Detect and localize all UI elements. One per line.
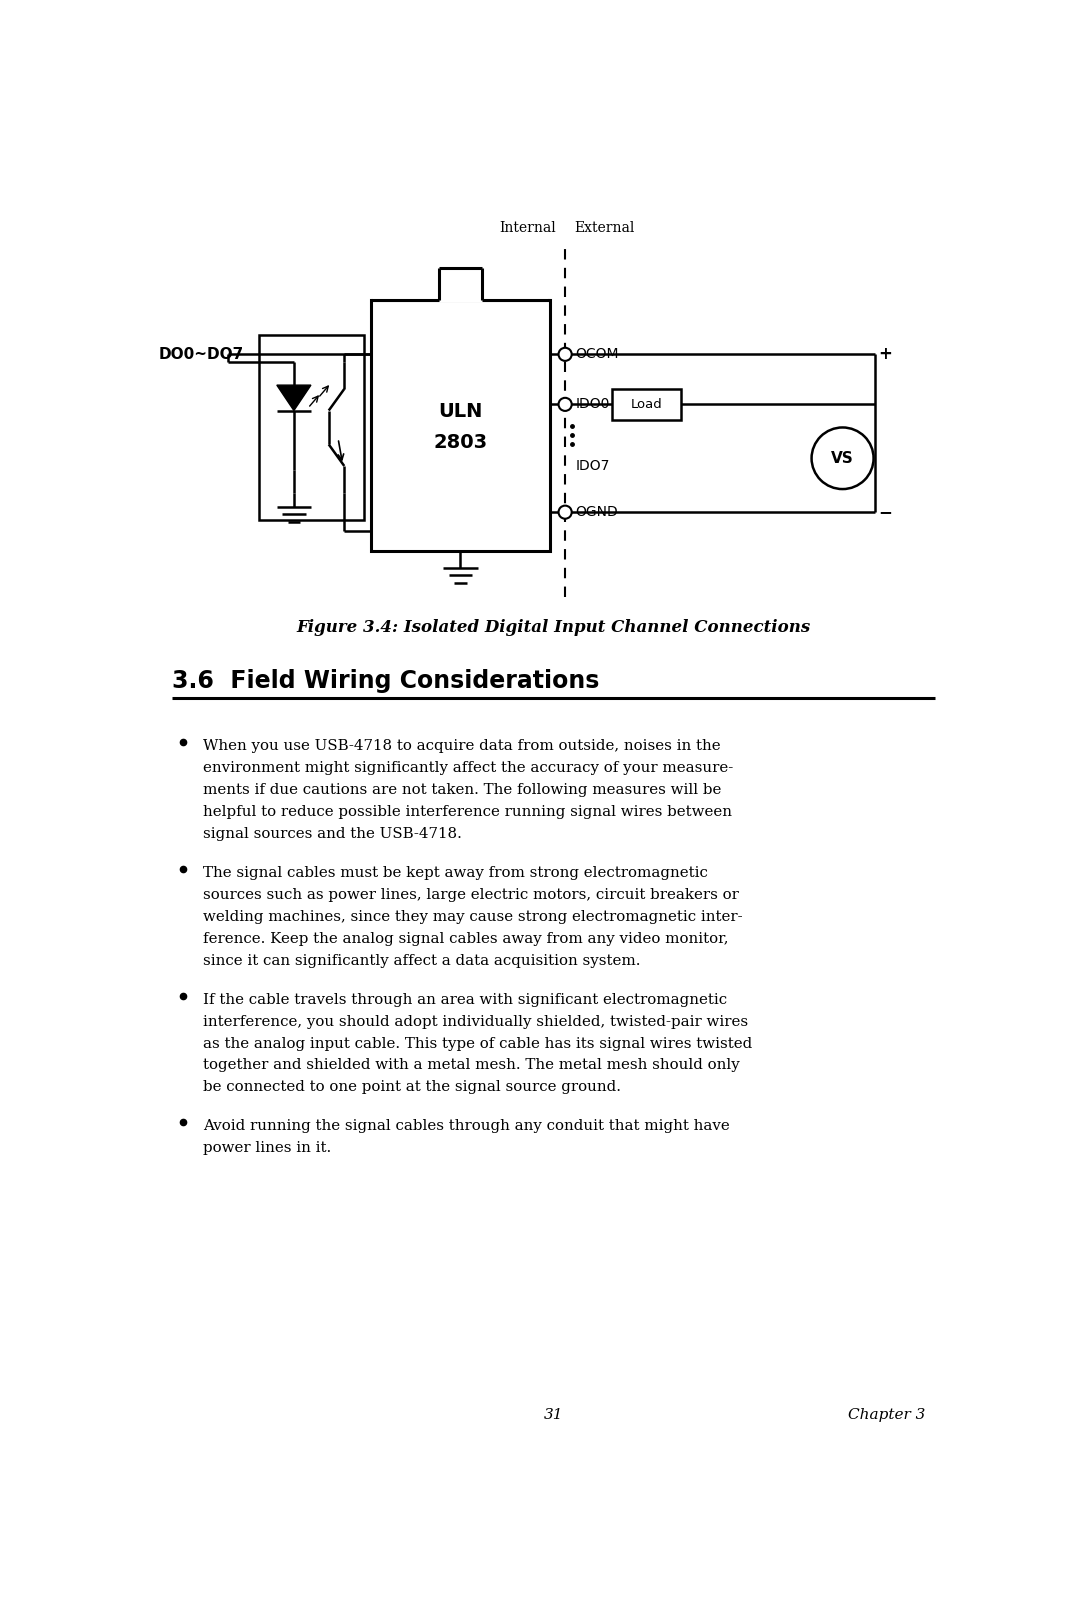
Text: since it can significantly affect a data acquisition system.: since it can significantly affect a data…	[203, 953, 640, 968]
Bar	[372, 301, 550, 550]
Text: OGND: OGND	[576, 505, 618, 519]
Text: DO0~DO7: DO0~DO7	[159, 346, 243, 362]
Bar	[259, 335, 364, 519]
Text: Figure 3.4: Isolated Digital Input Channel Connections: Figure 3.4: Isolated Digital Input Chann…	[296, 620, 811, 636]
Text: ULN: ULN	[438, 403, 483, 421]
Text: sources such as power lines, large electric motors, circuit breakers or: sources such as power lines, large elect…	[203, 888, 739, 901]
Text: 2803: 2803	[433, 434, 487, 451]
Text: helpful to reduce possible interference running signal wires between: helpful to reduce possible interference …	[203, 806, 732, 819]
Bar	[611, 388, 681, 419]
Text: VS: VS	[832, 451, 854, 466]
Text: IDO0: IDO0	[576, 398, 609, 411]
Text: interference, you should adopt individually shielded, twisted-pair wires: interference, you should adopt individua…	[203, 1014, 748, 1029]
Text: 31: 31	[543, 1408, 564, 1422]
Text: +: +	[878, 345, 892, 364]
Text: IDO7: IDO7	[576, 460, 609, 472]
Text: Load: Load	[631, 398, 662, 411]
Text: −: −	[878, 503, 892, 521]
Circle shape	[558, 398, 571, 411]
Text: Chapter 3: Chapter 3	[848, 1408, 926, 1422]
Text: be connected to one point at the signal source ground.: be connected to one point at the signal …	[203, 1081, 621, 1094]
Circle shape	[811, 427, 874, 489]
Text: OCOM: OCOM	[576, 348, 619, 361]
Text: External: External	[575, 222, 635, 235]
Polygon shape	[276, 385, 311, 411]
Bar	[373, 296, 548, 303]
Text: together and shielded with a metal mesh. The metal mesh should only: together and shielded with a metal mesh.…	[203, 1058, 740, 1073]
Text: environment might significantly affect the accuracy of your measure-: environment might significantly affect t…	[203, 760, 733, 775]
Circle shape	[558, 348, 571, 361]
Text: When you use USB-4718 to acquire data from outside, noises in the: When you use USB-4718 to acquire data fr…	[203, 739, 720, 754]
Text: ference. Keep the analog signal cables away from any video monitor,: ference. Keep the analog signal cables a…	[203, 932, 729, 947]
Text: signal sources and the USB-4718.: signal sources and the USB-4718.	[203, 827, 462, 841]
Text: as the analog input cable. This type of cable has its signal wires twisted: as the analog input cable. This type of …	[203, 1037, 753, 1050]
Text: Avoid running the signal cables through any conduit that might have: Avoid running the signal cables through …	[203, 1120, 730, 1133]
Circle shape	[558, 506, 571, 519]
Text: 3.6  Field Wiring Considerations: 3.6 Field Wiring Considerations	[172, 670, 599, 693]
Text: If the cable travels through an area with significant electromagnetic: If the cable travels through an area wit…	[203, 993, 727, 1006]
Text: ments if due cautions are not taken. The following measures will be: ments if due cautions are not taken. The…	[203, 783, 721, 798]
Text: Internal: Internal	[499, 222, 556, 235]
Text: The signal cables must be kept away from strong electromagnetic: The signal cables must be kept away from…	[203, 866, 708, 880]
Text: power lines in it.: power lines in it.	[203, 1141, 332, 1155]
Text: welding machines, since they may cause strong electromagnetic inter-: welding machines, since they may cause s…	[203, 909, 743, 924]
